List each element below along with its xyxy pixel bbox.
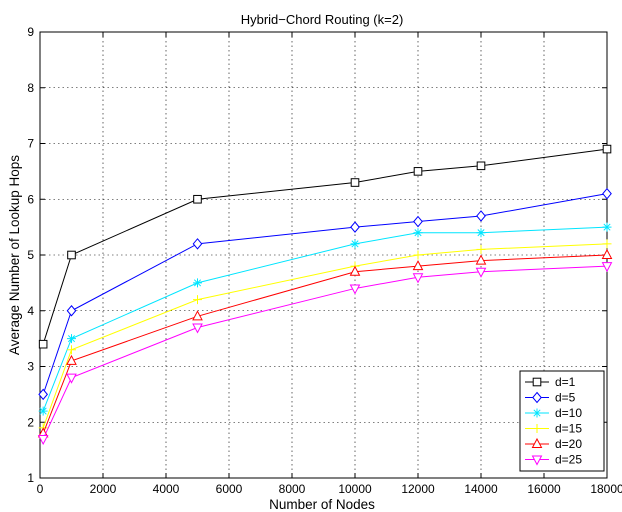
x-tick-label: 6000 [216, 482, 243, 496]
legend-label: d=5 [555, 391, 576, 405]
x-axis-label: Number of Nodes [269, 497, 375, 512]
x-tick-label: 4000 [153, 482, 180, 496]
y-tick-label: 4 [27, 304, 34, 318]
legend-item: d=1 [525, 375, 576, 389]
square-marker [413, 167, 423, 176]
x-tick-label: 10000 [338, 482, 372, 496]
square-marker [532, 377, 542, 387]
y-axis-label: Average Number of Lookup Hops [7, 155, 22, 355]
y-tick-label: 8 [27, 81, 34, 95]
plus-marker [476, 244, 486, 254]
legend-label: d=20 [555, 437, 582, 451]
asterisk-marker [602, 222, 612, 232]
triangle-down-marker [192, 323, 203, 334]
asterisk-marker [67, 334, 76, 344]
series-d=25 [37, 262, 613, 446]
asterisk-marker [413, 228, 423, 238]
legend-label: d=10 [555, 406, 582, 420]
triangle-up-marker [66, 354, 77, 365]
triangle-up-marker [412, 260, 424, 271]
series-d=1 [38, 144, 612, 349]
series-line [42, 148, 608, 345]
square-marker [67, 250, 76, 260]
x-tick-label: 2000 [90, 482, 117, 496]
asterisk-marker [38, 406, 48, 416]
asterisk-stroke [351, 240, 359, 248]
plus-marker [602, 239, 612, 249]
asterisk-marker [350, 239, 360, 249]
square-marker [38, 339, 48, 349]
y-tick-label: 7 [27, 137, 34, 151]
asterisk-stroke [477, 229, 485, 237]
diamond-marker [192, 238, 203, 250]
triangle-down-marker [412, 273, 424, 284]
legend-item: d=5 [525, 391, 576, 405]
square-marker [193, 194, 202, 204]
plus-marker [193, 295, 202, 305]
diamond-marker [66, 304, 77, 317]
series-layer [37, 144, 613, 446]
triangle-down-marker [475, 267, 487, 278]
asterisk-stroke [533, 409, 541, 417]
triangle-up-marker [531, 437, 543, 448]
asterisk-stroke [67, 335, 76, 343]
x-tick-label: 18000 [590, 482, 622, 496]
triangle-down-marker [37, 434, 49, 446]
y-tick-label: 1 [27, 471, 34, 485]
diamond-marker [476, 210, 486, 222]
square-marker [350, 178, 360, 187]
y-tick-label: 3 [27, 360, 34, 374]
y-tick-label: 6 [27, 192, 34, 206]
series-d=5 [38, 187, 612, 401]
series-d=10 [38, 222, 612, 416]
plus-marker [413, 250, 423, 260]
plus-marker [67, 345, 76, 355]
y-tick-label: 9 [27, 25, 34, 39]
x-tick-label: 14000 [464, 482, 498, 496]
legend-box [519, 370, 605, 472]
square-marker [476, 161, 486, 171]
legend-item: d=15 [525, 422, 582, 436]
x-tick-label: 12000 [401, 482, 435, 496]
x-tick-label: 0 [37, 482, 44, 496]
diamond-marker [532, 391, 542, 404]
triangle-down-marker [349, 284, 361, 295]
x-tick-label: 16000 [527, 482, 561, 496]
legend-item: d=25 [525, 453, 582, 467]
asterisk-stroke [39, 407, 47, 415]
diamond-marker [413, 215, 423, 228]
triangle-up-marker [349, 265, 361, 276]
triangle-up-marker [601, 248, 613, 259]
legend-item: d=20 [525, 437, 582, 451]
asterisk-marker [476, 228, 486, 238]
diamond-marker [38, 388, 49, 401]
y-tick-label: 2 [27, 415, 34, 429]
triangle-up-marker [475, 254, 487, 265]
triangle-down-marker [531, 455, 543, 466]
legend-label: d=1 [555, 375, 576, 389]
axis-ticks: 0 2000 4000 6000 8000 10000 12000 14000 16000 180… [27, 25, 622, 496]
asterisk-marker [532, 408, 542, 418]
legend-item: d=10 [525, 406, 582, 420]
series-line [42, 193, 608, 395]
square-marker [602, 144, 612, 154]
legend: d=1 d=5d=10 d=15d=20 d=25 [519, 370, 605, 472]
y-tick-label: 5 [27, 248, 34, 262]
asterisk-stroke [603, 223, 611, 231]
triangle-down-marker [601, 262, 613, 273]
asterisk-stroke [193, 279, 202, 287]
diamond-marker [602, 187, 612, 200]
chart-title: Hybrid−Chord Routing (k=2) [241, 12, 404, 27]
triangle-up-marker [192, 310, 203, 321]
asterisk-stroke [414, 229, 422, 237]
legend-label: d=25 [555, 453, 582, 467]
diamond-marker [350, 221, 360, 233]
triangle-down-marker [66, 373, 77, 384]
asterisk-marker [193, 278, 202, 288]
x-tick-label: 8000 [279, 482, 306, 496]
plus-marker [532, 424, 542, 433]
legend-label: d=15 [555, 422, 582, 436]
